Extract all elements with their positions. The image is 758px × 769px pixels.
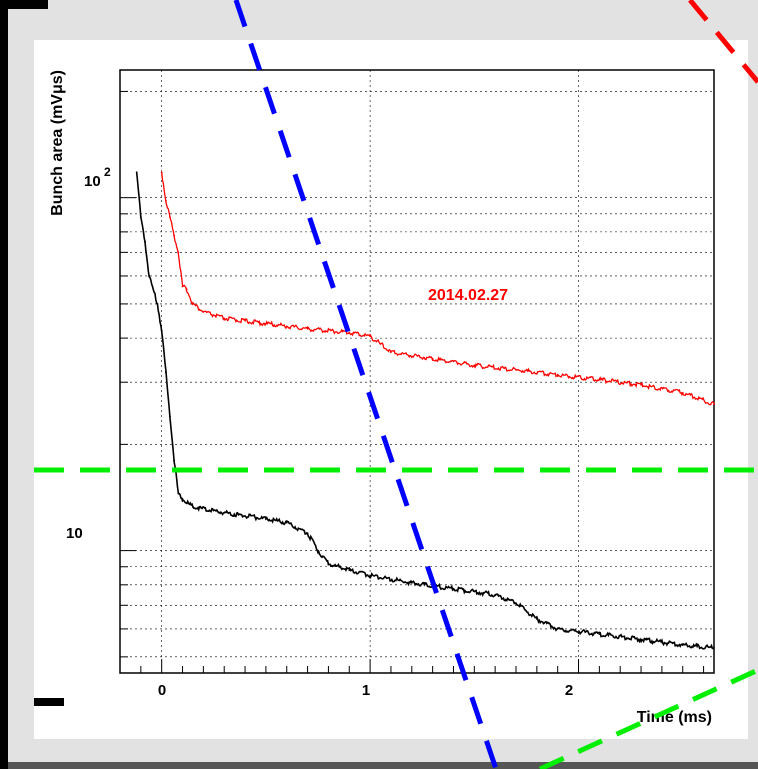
black-series-point <box>556 628 559 630</box>
black-series-point <box>494 593 497 596</box>
black-series-point <box>317 549 319 552</box>
red-series-point <box>369 335 371 338</box>
black-series-point <box>223 511 226 514</box>
black-series-point <box>681 644 684 646</box>
black-series-point <box>173 459 176 462</box>
black-series-point <box>192 506 194 508</box>
black-series-point <box>327 562 330 565</box>
black-series-point <box>306 532 309 535</box>
outer-black-border <box>0 0 8 769</box>
top-left-dark-bar <box>0 0 48 9</box>
black-series-point <box>285 521 288 524</box>
red-series-point <box>169 216 171 219</box>
black-series-point <box>177 492 180 495</box>
red-series-point <box>265 322 267 325</box>
red-series-point <box>348 331 351 334</box>
bottom-left-marker <box>34 698 64 706</box>
y-axis-title: Bunch area (mVμs) <box>49 70 66 216</box>
red-dashed-line <box>688 0 758 84</box>
y-tick-label-10: 10 <box>66 525 83 542</box>
overlay-lines <box>34 0 758 769</box>
black-series-point <box>348 569 351 572</box>
plot-frame <box>119 69 715 674</box>
red-series-point <box>223 317 226 320</box>
black-series-point <box>139 216 142 219</box>
red-series-point <box>598 378 601 381</box>
red-series-point <box>640 383 642 386</box>
red-series-point <box>173 234 176 237</box>
red-series-point <box>431 357 434 360</box>
black-series-point <box>169 415 171 418</box>
black-series-point <box>165 371 167 374</box>
date-annotation: 2014.02.27 <box>428 287 508 304</box>
black-series-point <box>515 602 517 604</box>
black-series-point <box>640 638 642 641</box>
black-series-point <box>713 647 715 649</box>
black-series-point <box>148 275 151 277</box>
red-series-point <box>473 364 476 367</box>
red-series-point <box>390 351 392 354</box>
red-series-point <box>713 403 715 405</box>
black-series-point <box>135 171 138 174</box>
x-axis-title: Time (ms) <box>637 709 712 726</box>
black-series-trace <box>135 172 715 650</box>
black-series-point <box>535 618 538 620</box>
x-tick-label-1: 1 <box>362 682 370 699</box>
black-series-point <box>369 574 371 577</box>
red-series-trace <box>161 172 715 406</box>
red-series-point <box>165 199 167 202</box>
red-series-point <box>192 303 194 305</box>
black-series-point <box>410 582 413 584</box>
black-series-point <box>265 518 267 520</box>
red-series-point <box>515 369 517 371</box>
red-series-point <box>181 285 184 288</box>
red-series-point <box>681 391 684 394</box>
red-series-point <box>379 343 382 345</box>
red-series-point <box>202 310 205 313</box>
black-series-point <box>144 240 146 243</box>
bottom-dark-bar <box>8 762 758 769</box>
black-series-point <box>156 303 159 305</box>
axis-ticks <box>119 90 705 673</box>
y-tick-label-100-exponent: 2 <box>104 165 111 179</box>
x-tick-label-2: 2 <box>565 682 573 699</box>
red-series-point <box>306 327 309 330</box>
red-series-point <box>556 373 559 376</box>
red-series-point <box>177 251 180 254</box>
black-series-point <box>598 633 601 635</box>
data-series <box>135 171 715 650</box>
x-tick-label-0: 0 <box>158 682 166 699</box>
y-tick-label-100: 10 2 <box>84 165 111 190</box>
black-series-point <box>160 329 163 332</box>
y-tick-label-100-base: 10 <box>84 173 101 190</box>
red-series-point <box>160 171 163 174</box>
black-series-point <box>452 587 455 590</box>
red-series-point <box>185 288 188 291</box>
black-series-point <box>181 498 184 500</box>
